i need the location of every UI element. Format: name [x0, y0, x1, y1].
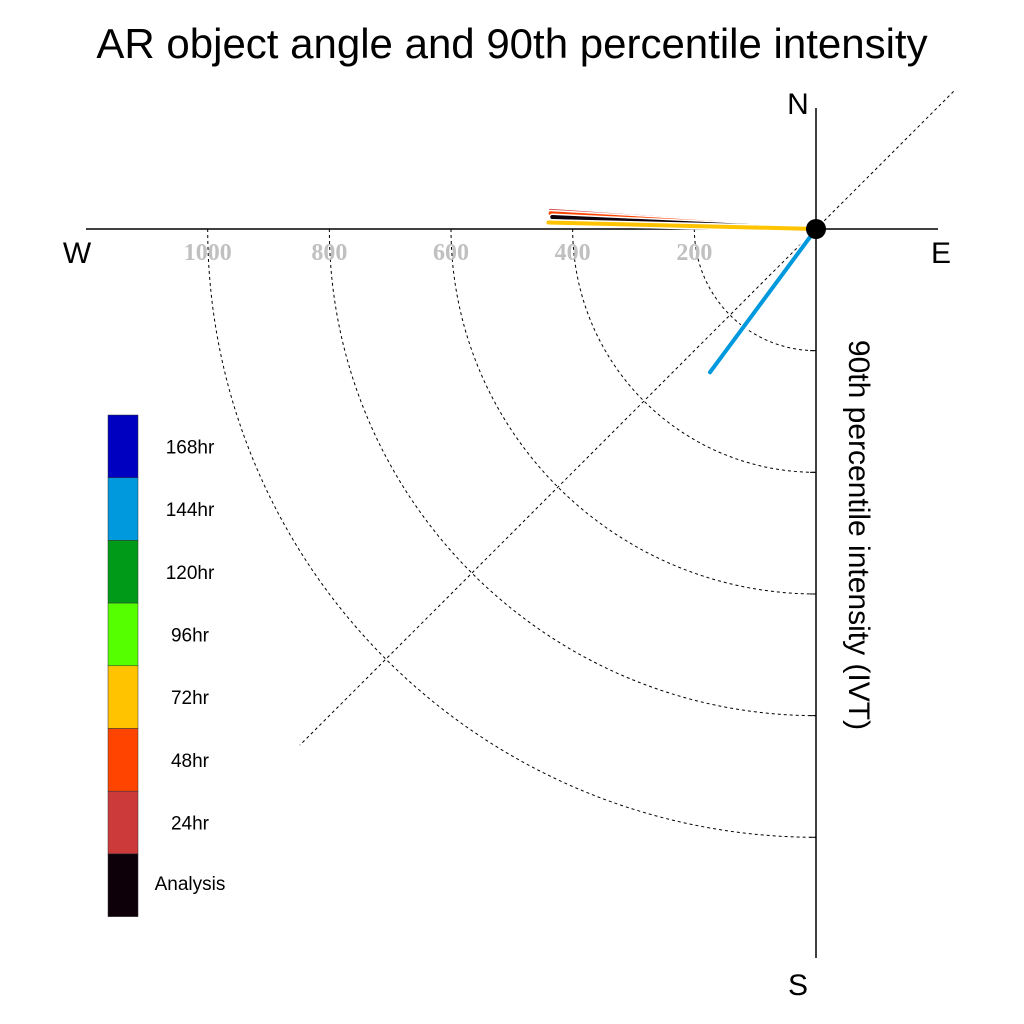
grid-arc-1000	[207, 228, 817, 838]
legend-swatch-168hr	[107, 414, 139, 478]
tick-label-layer: 200 400 600 800 1000	[184, 240, 713, 266]
grid-arc-600	[450, 228, 817, 595]
chart-title: AR object angle and 90th percentile inte…	[96, 20, 927, 67]
grid-arc-200	[693, 228, 817, 352]
series-line-72hr	[546, 220, 818, 231]
legend-swatch-96hr	[107, 602, 139, 667]
series-72hr	[544, 218, 820, 233]
legend-label-120hr: 120hr	[166, 563, 215, 584]
origin-marker	[806, 219, 826, 239]
radial-tick-label-800: 800	[311, 240, 347, 266]
legend-swatch-144hr	[107, 477, 139, 541]
legend-swatch-48hr	[107, 728, 139, 792]
radial-tick-label-600: 600	[433, 240, 469, 266]
radial-tick-label-400: 400	[555, 240, 591, 266]
y-axis-label: 90th percentile intensity (IVT)	[842, 340, 875, 730]
compass-west-label: W	[63, 237, 92, 270]
compass-north-label: N	[787, 88, 809, 121]
legend: 168hr 144hr 120hr 96hr 72hr 48hr 24hr Analysis	[107, 414, 226, 917]
series-144hr	[706, 225, 820, 376]
legend-swatch-72hr	[107, 665, 139, 729]
series-line-144hr	[707, 227, 818, 375]
legend-label-48hr: 48hr	[171, 751, 210, 772]
legend-label-144hr: 144hr	[166, 500, 215, 521]
grid-arc-400	[572, 228, 817, 473]
diagonal-reference-line	[299, 91, 954, 746]
radial-tick-label-200: 200	[676, 240, 712, 266]
legend-swatch-120hr	[107, 540, 139, 604]
radial-tick-label-1000: 1000	[184, 240, 232, 266]
series-layer	[544, 207, 820, 376]
legend-swatch-24hr	[107, 790, 139, 855]
grid-arc-800	[328, 228, 817, 717]
compass-south-label: S	[788, 969, 808, 1002]
legend-label-72hr: 72hr	[171, 688, 210, 709]
legend-label-analysis: Analysis	[155, 874, 226, 895]
legend-label-96hr: 96hr	[171, 625, 210, 646]
compass-east-label: E	[931, 237, 951, 270]
legend-label-168hr: 168hr	[166, 437, 215, 458]
legend-swatch-analysis	[107, 853, 139, 917]
legend-label-24hr: 24hr	[171, 814, 210, 835]
grid-layer	[207, 91, 954, 838]
